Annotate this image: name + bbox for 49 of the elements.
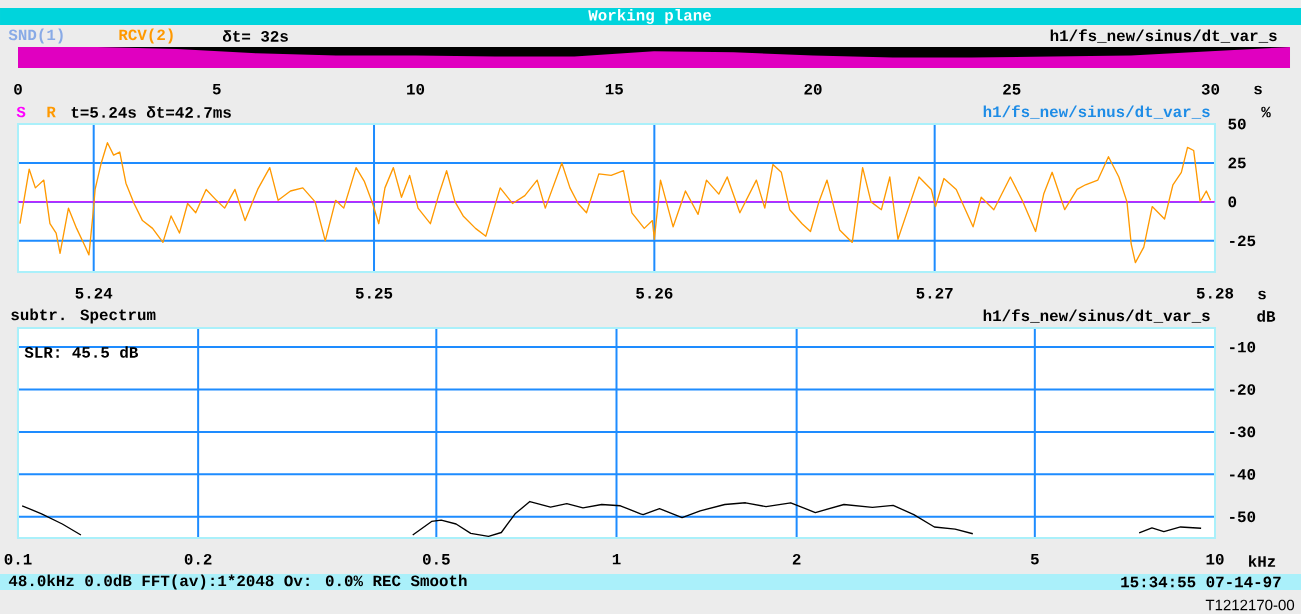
text: 48.0kHz 0.0dB FFT(av):1*2048 Ov: 0.0% REC Smooth [8, 574, 467, 590]
text: δt= 32s [222, 30, 288, 42]
x-tick-label: 30 [1201, 83, 1220, 95]
x-tick-label: 2 [792, 553, 801, 565]
x-tick-label: 5.24 [75, 287, 113, 299]
x-axis-title: s [1254, 85, 1262, 95]
y-tick-label: -40 [1230, 469, 1256, 480]
text: R [47, 106, 56, 118]
chart-subtitle: h1/fs_new/sinus/dt_var_s [983, 105, 1210, 119]
x-tick-label: 5.28 [1196, 287, 1234, 299]
y-tick-label: -50 [1230, 511, 1256, 523]
x-tick-label: 10 [1206, 553, 1224, 565]
text: SND(1) [8, 28, 63, 44]
x-tick-label: 5 [212, 83, 221, 95]
y-tick-label: 50 [1228, 118, 1246, 130]
chart-subtitle: h1/fs_new/sinus/dt_var_s [1050, 29, 1277, 43]
x-tick-label: 5.27 [916, 287, 953, 299]
text: T1212170-00 [1205, 599, 1295, 611]
x-tick-label: 1 [612, 553, 621, 565]
y-tick-label: -20 [1230, 384, 1256, 395]
x-axis-title: s [1258, 290, 1266, 300]
chart-subtitle: h1/fs_new/sinus/dt_var_s [983, 309, 1210, 323]
x-tick-label: 20 [804, 83, 822, 95]
x-tick-label: 5 [1030, 553, 1039, 565]
x-tick-label: 10 [407, 83, 425, 95]
line-series [19, 142, 1212, 264]
x-tick-label: 15 [605, 83, 623, 95]
y-tick-label: -25 [1230, 235, 1256, 247]
text: RCV(2) [119, 28, 173, 44]
y-tick-label: 25 [1228, 157, 1246, 169]
y-tick-label: -10 [1230, 341, 1256, 353]
x-tick-label: 0.5 [422, 553, 450, 565]
text: S [16, 106, 26, 118]
x-tick-label: 25 [1003, 83, 1021, 95]
x-tick-label: 0.2 [184, 553, 212, 565]
x-tick-label: 5.26 [636, 287, 673, 299]
annotation: SLR: 45.5 dB [24, 346, 139, 358]
chart-title: subtr. Spectrum [11, 308, 156, 324]
x-tick-label: 0 [14, 83, 22, 95]
text: t=5.24s δt=42.7ms [71, 106, 231, 118]
y-tick-label: 0 [1228, 196, 1237, 208]
x-tick-label: 5.25 [355, 287, 393, 299]
y-axis-title: % [1261, 106, 1271, 118]
chart-title: Working plane [588, 9, 711, 24]
y-tick-label: -30 [1230, 426, 1256, 438]
x-axis-title: kHz [1249, 555, 1276, 567]
x-tick-label: 0.1 [4, 553, 32, 565]
text: 15:34:55 07-14-97 [1121, 576, 1281, 588]
y-axis-title: dB [1257, 310, 1276, 322]
